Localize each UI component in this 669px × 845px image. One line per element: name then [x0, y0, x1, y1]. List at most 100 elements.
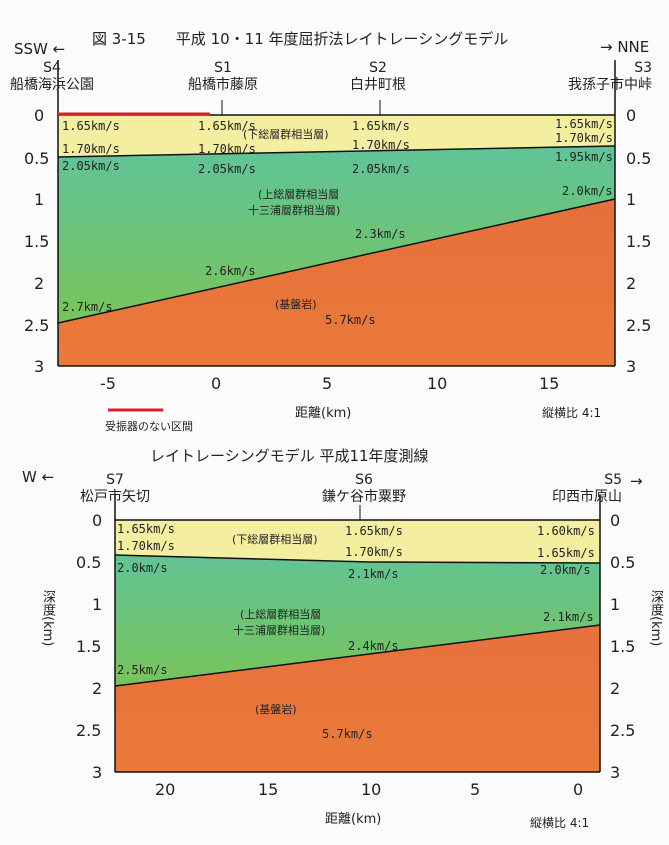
- layer-label: (下総層群相当層): [232, 533, 318, 546]
- velocity-label: 1.70km/s: [117, 539, 175, 553]
- top-title: 図 3-15 平成 10・11 年度屈折法レイトレーシングモデル: [92, 30, 509, 48]
- dir-left: W ←: [22, 468, 55, 486]
- dir-right: → NNE: [600, 38, 650, 56]
- shimosa-layer-bottom: [115, 520, 600, 563]
- x-tick: 5: [470, 780, 481, 799]
- x-tick: 10: [427, 374, 448, 393]
- layer-label: 十三浦層群相当層): [248, 204, 341, 217]
- x-axis-label: 距離(km): [295, 406, 352, 421]
- velocity-label: 2.05km/s: [198, 162, 256, 176]
- layer-label: (上総層群相当層: [258, 188, 340, 201]
- y-tick: 0.5: [24, 149, 50, 168]
- y-tick: 2: [34, 274, 45, 293]
- y-tick: 2.5: [626, 316, 652, 335]
- aspect-ratio: 縦横比 4:1: [542, 406, 602, 420]
- bottom-title: レイトレーシングモデル 平成11年度測線: [150, 447, 429, 465]
- velocity-label: 2.05km/s: [352, 162, 410, 176]
- station-s6: S6 鎌ケ谷市粟野: [322, 472, 406, 505]
- y-tick: 1.5: [76, 637, 102, 656]
- station-s4: S4 船橋海浜公園: [10, 60, 94, 93]
- velocity-label: 5.7km/s: [325, 313, 376, 327]
- velocity-label: 2.1km/s: [348, 567, 399, 581]
- velocity-label: 2.1km/s: [543, 610, 594, 624]
- y-tick: 3: [626, 357, 637, 376]
- layer-label: (基盤岩): [275, 298, 317, 311]
- y-tick: 2.5: [24, 316, 50, 335]
- legend-label: 受振器のない区間: [105, 420, 193, 433]
- layer-label: (基盤岩): [255, 703, 297, 716]
- y-tick: 2.5: [610, 721, 636, 740]
- velocity-label: 2.5km/s: [117, 663, 168, 677]
- y-tick: 1: [610, 595, 621, 614]
- velocity-label: 2.0km/s: [540, 563, 591, 577]
- y-tick: 0: [34, 106, 45, 125]
- y-tick: 1.5: [610, 637, 636, 656]
- x-tick: 0: [573, 780, 584, 799]
- y-tick: 1: [34, 190, 45, 209]
- velocity-label: 1.70km/s: [198, 142, 256, 156]
- x-tick: 5: [322, 374, 333, 393]
- y-tick: 0.5: [626, 149, 652, 168]
- y-tick: 2: [610, 679, 621, 698]
- y-tick: 3: [92, 763, 103, 782]
- x-tick: 15: [539, 374, 560, 393]
- velocity-label: 2.7km/s: [62, 300, 113, 314]
- velocity-label: 1.95km/s: [555, 150, 613, 164]
- x-tick: 10: [361, 780, 382, 799]
- kazusa-layer-top: [58, 115, 615, 323]
- y-tick: 0: [610, 511, 621, 530]
- velocity-label: 2.3km/s: [355, 227, 406, 241]
- velocity-label: 1.70km/s: [555, 131, 613, 145]
- y-tick: 3: [34, 357, 45, 376]
- velocity-label: 1.65km/s: [62, 119, 120, 133]
- velocity-label: 1.65km/s: [198, 119, 256, 133]
- dir-right: →: [630, 472, 643, 490]
- y-tick: 1.5: [626, 232, 652, 251]
- station-s1: S1 船橋市藤原: [188, 60, 258, 93]
- y-tick: 0.5: [76, 553, 102, 572]
- velocity-label: 1.70km/s: [62, 142, 120, 156]
- x-tick: 15: [258, 780, 279, 799]
- velocity-label: 1.65km/s: [537, 546, 595, 560]
- y-tick: 2: [92, 679, 103, 698]
- layer-label: (上総層群相当層: [240, 608, 322, 621]
- dir-left: SSW ←: [14, 40, 66, 58]
- velocity-label: 1.65km/s: [345, 524, 403, 538]
- x-tick: 0: [211, 374, 222, 393]
- velocity-label: 2.4km/s: [348, 639, 399, 653]
- velocity-label: 2.0km/s: [562, 184, 613, 198]
- layer-label: (下総層群相当層): [243, 128, 329, 141]
- y-tick: 1: [92, 595, 103, 614]
- station-s7: S7 松戸市矢切: [80, 472, 150, 505]
- x-axis-label: 距離(km): [325, 812, 382, 827]
- velocity-label: 1.70km/s: [352, 138, 410, 152]
- y-tick: 2.5: [76, 721, 102, 740]
- velocity-label: 1.70km/s: [345, 545, 403, 559]
- layer-label: 十三浦層群相当層): [233, 624, 326, 637]
- y-tick: 2: [626, 274, 637, 293]
- y-tick: 3: [610, 763, 621, 782]
- velocity-label: 1.65km/s: [117, 522, 175, 536]
- y-tick: 1: [626, 190, 637, 209]
- station-s3: S3 我孫子市中峠: [568, 60, 652, 93]
- velocity-label: 1.65km/s: [352, 119, 410, 133]
- x-tick: 20: [155, 780, 176, 799]
- velocity-label: 1.60km/s: [537, 524, 595, 538]
- velocity-label: 1.65km/s: [555, 117, 613, 131]
- shimosa-layer-top: [58, 115, 615, 157]
- aspect-ratio: 縦横比 4:1: [530, 816, 590, 830]
- velocity-label: 5.7km/s: [322, 727, 373, 741]
- y-tick: 0: [92, 511, 103, 530]
- y-tick: 1.5: [24, 232, 50, 251]
- velocity-label: 2.0km/s: [117, 561, 168, 575]
- velocity-label: 2.6km/s: [205, 264, 256, 278]
- station-s5: S5 印西市原山: [552, 472, 622, 505]
- station-s2: S2 白井町根: [350, 60, 406, 93]
- y-tick: 0.5: [610, 553, 636, 572]
- x-tick: -5: [100, 374, 116, 393]
- velocity-label: 2.05km/s: [62, 159, 120, 173]
- y-axis-label: 深度(km): [648, 590, 663, 647]
- y-tick: 0: [626, 106, 637, 125]
